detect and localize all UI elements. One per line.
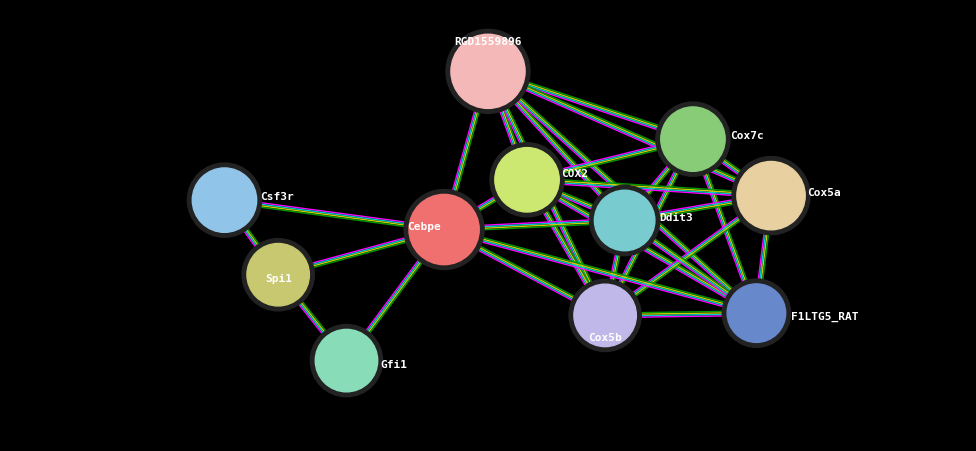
Text: Cox7c: Cox7c xyxy=(730,130,764,140)
Text: Cebpe: Cebpe xyxy=(407,222,441,232)
Ellipse shape xyxy=(722,279,791,348)
Ellipse shape xyxy=(315,330,378,392)
Ellipse shape xyxy=(451,35,525,109)
Ellipse shape xyxy=(192,169,257,233)
Ellipse shape xyxy=(200,177,249,225)
Ellipse shape xyxy=(746,170,796,222)
Ellipse shape xyxy=(490,143,564,217)
Text: Cox5a: Cox5a xyxy=(807,188,841,198)
Ellipse shape xyxy=(310,325,383,397)
Ellipse shape xyxy=(495,148,559,212)
Ellipse shape xyxy=(255,252,302,299)
Ellipse shape xyxy=(187,164,262,238)
Text: Gfi1: Gfi1 xyxy=(381,359,408,369)
Ellipse shape xyxy=(418,204,470,256)
Ellipse shape xyxy=(734,291,779,336)
Text: RGD1559896: RGD1559896 xyxy=(454,37,522,47)
Ellipse shape xyxy=(669,116,717,164)
Ellipse shape xyxy=(594,191,655,251)
Ellipse shape xyxy=(247,244,309,306)
Ellipse shape xyxy=(727,284,786,343)
Ellipse shape xyxy=(569,280,641,352)
Ellipse shape xyxy=(461,44,516,100)
Ellipse shape xyxy=(574,285,636,347)
Ellipse shape xyxy=(503,156,551,204)
Text: F1LTG5_RAT: F1LTG5_RAT xyxy=(791,311,858,321)
Ellipse shape xyxy=(409,195,479,265)
Ellipse shape xyxy=(446,30,530,114)
Text: COX2: COX2 xyxy=(561,169,589,179)
Ellipse shape xyxy=(242,239,314,311)
Ellipse shape xyxy=(737,162,805,230)
Ellipse shape xyxy=(323,337,370,384)
Ellipse shape xyxy=(590,186,660,256)
Ellipse shape xyxy=(602,198,647,244)
Ellipse shape xyxy=(661,108,725,172)
Text: Cox5b: Cox5b xyxy=(589,332,622,342)
Text: Ddit3: Ddit3 xyxy=(659,212,693,222)
Ellipse shape xyxy=(732,157,810,235)
Ellipse shape xyxy=(656,103,730,177)
Ellipse shape xyxy=(404,190,484,270)
Text: Csf3r: Csf3r xyxy=(261,191,295,201)
Text: Spi1: Spi1 xyxy=(265,274,293,284)
Ellipse shape xyxy=(582,292,629,339)
